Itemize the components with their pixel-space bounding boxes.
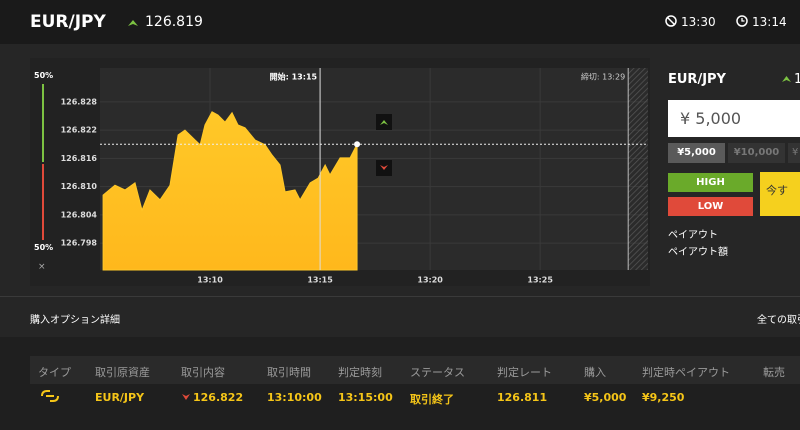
column-header: 判定時刻 [338, 366, 382, 379]
x-tick-label: 13:10 [197, 276, 223, 285]
price-chart: 126.798 126.804 126.810 126.816 126.822 126.8… [61, 68, 648, 285]
marker-label: 締切: 13:29 [581, 72, 625, 82]
y-tick-label: 126.822 [61, 126, 97, 135]
down-icon [182, 394, 190, 400]
column-header: 購入 [584, 366, 606, 379]
column-header: タイプ [38, 366, 71, 379]
panel-rate: 1 [794, 72, 800, 87]
y-tick-label: 126.804 [61, 210, 98, 219]
low-button[interactable]: LOW [668, 197, 753, 216]
column-header: 取引時間 [267, 366, 311, 379]
y-tick-label: 126.828 [61, 97, 98, 106]
buy-now-button[interactable]: 今す [760, 172, 800, 216]
table-header-bg [30, 356, 800, 384]
type-icon [41, 390, 59, 402]
all-trades-link[interactable]: 全ての取引 [757, 315, 800, 326]
price-area [102, 111, 358, 271]
table-cell: 126.822 [193, 391, 244, 404]
x-tick-label: 13:20 [417, 276, 443, 285]
column-header: 取引原資産 [95, 366, 150, 379]
table-cell: 取引終了 [410, 393, 454, 406]
table-cell: ¥5,000 [584, 391, 627, 404]
high-button[interactable]: HIGH [668, 173, 753, 192]
column-header: ステータス [410, 366, 465, 379]
amount-button[interactable]: ¥ [788, 143, 800, 163]
time-remaining: 13:30 [681, 15, 716, 29]
table-cell: ¥9,250 [642, 391, 685, 404]
column-header: 判定時ペイアウト [642, 366, 730, 379]
panel-pair: EUR/JPY [668, 72, 726, 87]
closed-region [628, 68, 648, 270]
up-icon [782, 76, 791, 82]
pair-title: EUR/JPY [30, 12, 106, 32]
gauge-close[interactable]: × [38, 262, 46, 272]
gauge-green [42, 84, 44, 162]
column-header: 取引内容 [181, 366, 225, 379]
current-point [354, 141, 361, 148]
marker-label: 開始: 13:15 [270, 72, 318, 82]
table-cell: 126.811 [497, 391, 548, 404]
high-mini-button[interactable] [376, 114, 392, 130]
y-tick-label: 126.816 [61, 154, 98, 163]
table-cell: 13:15:00 [338, 391, 393, 404]
gauge-red [42, 164, 44, 240]
header-price: 126.819 [145, 14, 203, 30]
details-title: 購入オプション詳細 [30, 315, 120, 326]
clock-icon [736, 15, 748, 27]
payout-amount-label: ペイアウト額 [668, 247, 728, 258]
y-tick-label: 126.798 [61, 239, 98, 248]
up-icon [128, 20, 138, 26]
column-header: 転売 [763, 366, 785, 379]
amount-button[interactable]: ¥5,000 [668, 143, 725, 163]
x-tick-label: 13:15 [307, 276, 333, 285]
amount-input[interactable]: ¥ 5,000 [668, 100, 800, 137]
time-current: 13:14 [752, 15, 787, 29]
y-tick-label: 126.810 [61, 182, 98, 191]
amount-button[interactable]: ¥10,000 [728, 143, 785, 163]
gauge-top: 50% [34, 71, 54, 80]
payout-label: ペイアウト [668, 230, 718, 241]
column-header: 判定レート [497, 366, 552, 379]
clock-icon [665, 15, 677, 27]
low-mini-button[interactable] [376, 160, 392, 176]
divider [0, 296, 800, 297]
table-cell: 13:10:00 [267, 391, 322, 404]
table-cell: EUR/JPY [95, 391, 145, 404]
x-tick-label: 13:25 [527, 276, 553, 285]
gauge-bottom: 50% [34, 243, 54, 252]
